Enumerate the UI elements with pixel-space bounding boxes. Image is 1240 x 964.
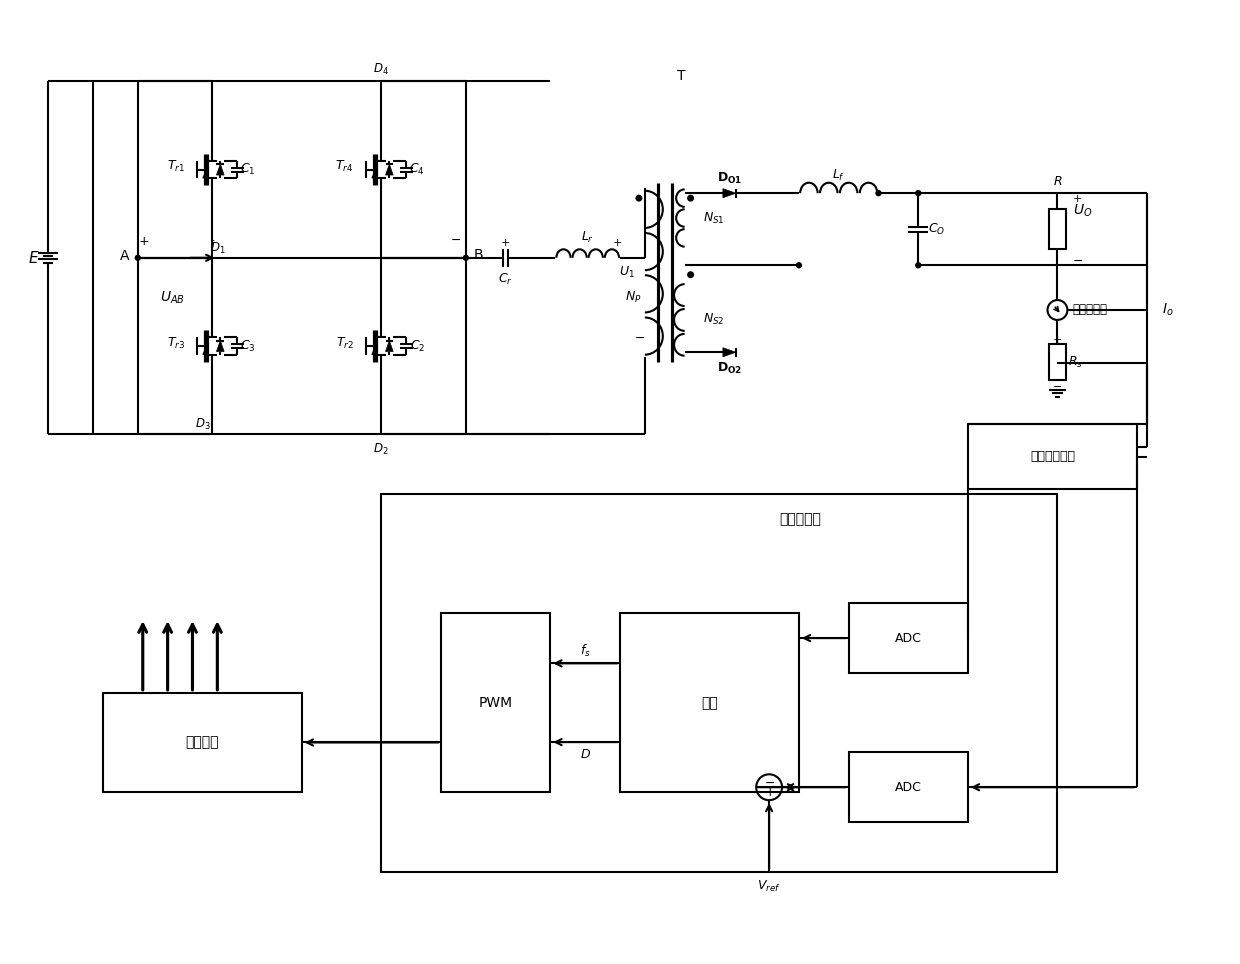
Text: $-$: $-$ [450, 233, 461, 247]
Bar [441, 613, 551, 792]
Text: $-$: $-$ [764, 776, 775, 789]
Text: $+$: $+$ [764, 786, 775, 799]
Text: $E$: $E$ [27, 250, 40, 266]
Text: T: T [677, 69, 686, 83]
Text: $f_s$: $f_s$ [580, 643, 590, 659]
Text: $D$: $D$ [579, 747, 590, 761]
Text: $C_r$: $C_r$ [498, 272, 513, 287]
Text: $C_4$: $C_4$ [409, 162, 425, 177]
Circle shape [875, 191, 880, 196]
Text: $D_4$: $D_4$ [373, 62, 389, 77]
Text: $N_P$: $N_P$ [625, 290, 642, 306]
Text: $U_{AB}$: $U_{AB}$ [160, 289, 185, 306]
Bar [1049, 344, 1066, 380]
Text: $-$: $-$ [1053, 380, 1063, 389]
Text: $C_3$: $C_3$ [241, 338, 255, 354]
Text: PWM: PWM [479, 696, 513, 710]
Circle shape [796, 263, 801, 268]
Text: $N_{S2}$: $N_{S2}$ [703, 312, 724, 328]
Text: $C_O$: $C_O$ [928, 222, 945, 237]
Text: 信号调理电路: 信号调理电路 [1030, 450, 1075, 463]
Text: $+$: $+$ [611, 237, 622, 249]
Text: 驱动模块: 驱动模块 [186, 736, 219, 749]
Text: $+$: $+$ [500, 237, 510, 249]
Text: 数字控制器: 数字控制器 [780, 512, 821, 525]
Bar [1049, 209, 1066, 249]
Text: $C_2$: $C_2$ [409, 338, 425, 354]
Text: $-$: $-$ [635, 331, 646, 344]
Polygon shape [386, 164, 393, 175]
Polygon shape [217, 340, 224, 352]
Bar [848, 603, 968, 673]
Text: $N_{S1}$: $N_{S1}$ [703, 210, 724, 226]
Bar [103, 693, 301, 792]
Text: $R$: $R$ [1053, 174, 1063, 188]
Text: $U_1$: $U_1$ [619, 265, 635, 281]
Text: $R_s$: $R_s$ [1068, 355, 1083, 370]
Text: ADC: ADC [895, 631, 921, 645]
Text: $T_{r4}$: $T_{r4}$ [336, 159, 353, 174]
Bar [968, 424, 1137, 489]
Text: $C_1$: $C_1$ [241, 162, 255, 177]
Text: $U_O$: $U_O$ [1073, 202, 1092, 219]
Text: $I_o$: $I_o$ [1162, 302, 1173, 318]
Circle shape [688, 272, 693, 278]
Bar [382, 494, 1058, 871]
Text: $D_3$: $D_3$ [195, 416, 211, 432]
Text: $+$: $+$ [1073, 193, 1083, 203]
Text: $+$: $+$ [1053, 335, 1063, 345]
Text: $V_{ref}$: $V_{ref}$ [758, 879, 781, 895]
Circle shape [916, 191, 921, 196]
Circle shape [135, 255, 140, 260]
Text: $+$: $+$ [138, 235, 149, 249]
Text: $L_r$: $L_r$ [582, 230, 594, 246]
Text: $D_2$: $D_2$ [373, 442, 388, 457]
Text: $T_{r1}$: $T_{r1}$ [166, 159, 185, 174]
Circle shape [464, 255, 469, 260]
Polygon shape [723, 348, 735, 357]
Text: $T_{r3}$: $T_{r3}$ [166, 335, 185, 351]
Circle shape [916, 263, 921, 268]
Circle shape [636, 196, 641, 201]
Circle shape [688, 196, 693, 201]
Text: $\mathbf{D_{O1}}$: $\mathbf{D_{O1}}$ [717, 171, 742, 186]
Text: $D_1$: $D_1$ [210, 241, 226, 256]
Text: $L_f$: $L_f$ [832, 168, 846, 183]
Bar [620, 613, 799, 792]
Text: 霍尔传感器: 霍尔传感器 [1073, 304, 1107, 316]
Text: $i$: $i$ [210, 239, 215, 253]
Text: $\mathbf{D_{O2}}$: $\mathbf{D_{O2}}$ [717, 361, 742, 376]
Polygon shape [217, 164, 224, 175]
Text: 运算: 运算 [701, 696, 718, 710]
Polygon shape [723, 189, 735, 198]
Text: $T_{r2}$: $T_{r2}$ [336, 335, 353, 351]
Text: $-$: $-$ [1071, 254, 1083, 267]
Text: B: B [474, 248, 484, 262]
Polygon shape [386, 340, 393, 352]
Text: A: A [120, 249, 130, 263]
Text: ADC: ADC [895, 781, 921, 793]
Bar [848, 753, 968, 822]
